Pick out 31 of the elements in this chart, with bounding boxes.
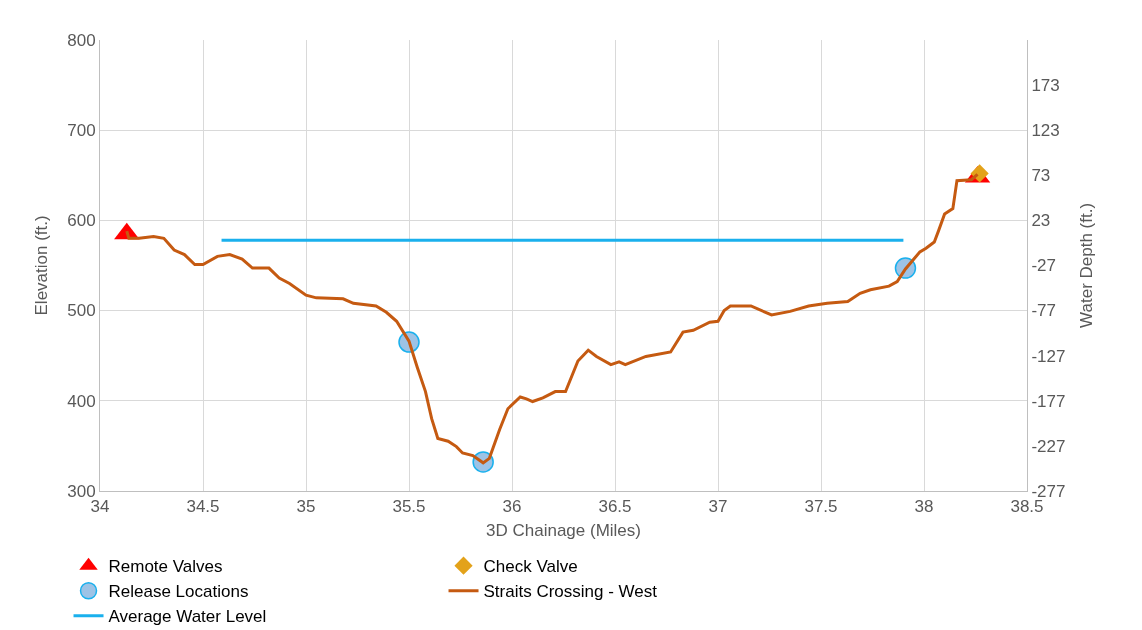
y2-tick-label: 173 [1031,76,1060,96]
y2-tick-label: 73 [1031,166,1051,186]
x-tick-label: 36.5 [598,497,632,517]
y2-tick-label: -177 [1031,391,1066,411]
legend-label: Remote Valves [108,557,223,577]
x-tick-label: 37.5 [804,497,838,517]
y-tick-label: 700 [67,121,96,141]
x-tick-label: 37 [708,497,728,517]
y2-tick-label: 23 [1031,211,1051,231]
y2-axis-title: Water Depth (ft.) [1076,202,1096,328]
x-tick-label: 35.5 [392,497,426,517]
x-tick-label: 34.5 [186,497,220,517]
x-tick-label: 38 [914,497,934,517]
y2-tick-label: -127 [1031,346,1066,366]
x-tick-label: 35 [296,497,316,517]
y-axis-title: Elevation (ft.) [31,215,51,316]
x-axis-title: 3D Chainage (Miles) [486,520,641,540]
y2-tick-label: -77 [1031,301,1056,321]
y-tick-label: 800 [67,30,96,50]
y-tick-label: 400 [67,391,96,411]
x-tick-label: 36 [502,497,522,517]
legend-label: Average Water Level [108,607,267,627]
y-tick-label: 600 [67,211,96,231]
legend-label: Check Valve [483,557,578,577]
legend-label: Release Locations [108,582,249,602]
y2-tick-label: -227 [1031,436,1066,456]
legend-label: Straits Crossing - West [483,582,658,602]
y-tick-label: 500 [67,301,96,321]
point [970,164,989,183]
y2-tick-label: -27 [1031,256,1056,276]
y2-tick-label: 123 [1031,121,1060,141]
